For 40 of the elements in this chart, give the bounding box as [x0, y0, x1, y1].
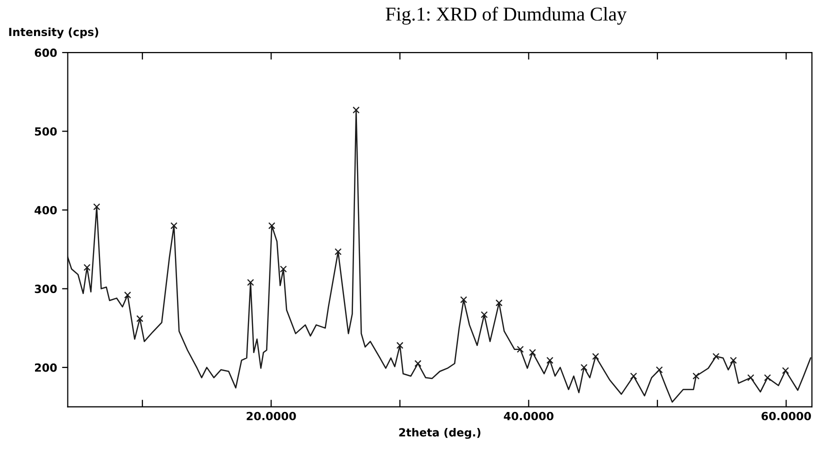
point — [460, 296, 468, 304]
point — [764, 374, 771, 382]
y-tick-label: 500 — [34, 127, 57, 136]
point — [712, 352, 720, 360]
line-series — [68, 109, 812, 403]
point — [630, 372, 638, 380]
x-axis-title: 2theta (deg.) — [399, 428, 480, 439]
y-tick-label: 300 — [34, 284, 57, 294]
point — [247, 278, 254, 286]
x-tick-label: 40.0000 — [504, 412, 554, 420]
point — [656, 366, 663, 374]
y-tick-label: 200 — [34, 363, 57, 372]
y-tick-label: 400 — [34, 206, 57, 214]
point — [352, 106, 360, 114]
point — [480, 311, 488, 318]
y-tick-label: 600 — [34, 48, 57, 57]
point — [592, 352, 600, 360]
point — [268, 222, 276, 230]
x-tick-label: 20.0000 — [246, 412, 296, 420]
point — [529, 348, 536, 356]
point — [334, 248, 342, 256]
point — [170, 222, 178, 230]
point — [496, 299, 503, 306]
point — [516, 346, 524, 353]
chart-title: Fig.1: XRD of Dumduma Clay — [386, 6, 627, 25]
point — [782, 367, 790, 374]
point — [136, 315, 144, 322]
point — [546, 356, 554, 364]
point — [747, 374, 754, 382]
point — [124, 292, 132, 299]
point — [692, 372, 700, 380]
point — [93, 203, 100, 210]
point — [396, 342, 404, 349]
point — [280, 266, 287, 273]
point — [414, 360, 422, 367]
point — [730, 356, 737, 364]
y-axis-title: Intensity (cps) — [9, 28, 98, 38]
point — [580, 364, 588, 371]
x-tick-label: 60.0000 — [762, 412, 811, 420]
point — [84, 264, 91, 271]
